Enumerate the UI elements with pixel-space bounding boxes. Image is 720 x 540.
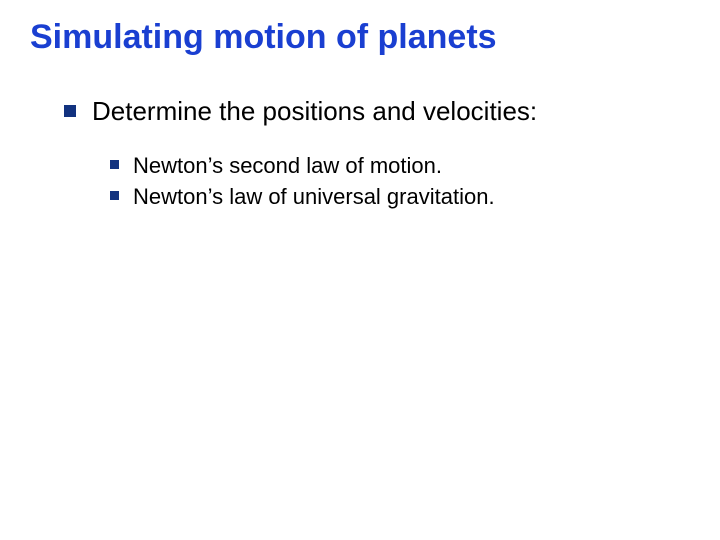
list-item-text: Newton’s second law of motion. (133, 152, 442, 180)
list-item: Newton’s law of universal gravitation. (110, 183, 690, 211)
square-bullet-icon (110, 160, 119, 169)
slide: Simulating motion of planets Determine t… (0, 0, 720, 540)
slide-title: Simulating motion of planets (30, 18, 690, 57)
list-item-text: Determine the positions and velocities: (92, 95, 537, 128)
list-item: Determine the positions and velocities: (64, 95, 690, 128)
bullet-list-level2: Newton’s second law of motion. Newton’s … (64, 152, 690, 211)
list-item-text: Newton’s law of universal gravitation. (133, 183, 495, 211)
square-bullet-icon (110, 191, 119, 200)
list-item: Newton’s second law of motion. (110, 152, 690, 180)
square-bullet-icon (64, 105, 76, 117)
bullet-list-level1: Determine the positions and velocities: … (30, 95, 690, 211)
